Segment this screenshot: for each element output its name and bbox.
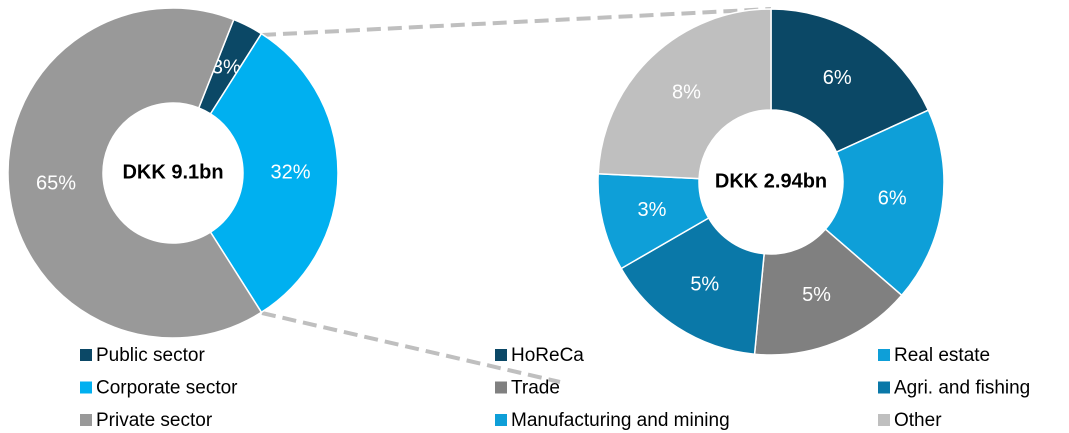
- slice: [597, 8, 772, 180]
- legend-swatch: [878, 349, 890, 361]
- slice-label: 3%: [637, 199, 666, 221]
- legend-swatch: [495, 414, 507, 426]
- slice: [824, 109, 945, 297]
- slice-label: 65%: [36, 172, 76, 194]
- legend-swatch: [495, 349, 507, 361]
- center-label: DKK 9.1bn: [122, 161, 223, 183]
- slice-label: 6%: [823, 67, 852, 89]
- slice-label: 8%: [672, 82, 701, 104]
- slice-label: 3%: [212, 57, 241, 79]
- slice: [209, 32, 339, 314]
- legend-label: Trade: [511, 378, 560, 399]
- connector: [261, 7, 772, 37]
- legend-label: Corporate sector: [96, 378, 238, 399]
- slice-label: 32%: [270, 161, 310, 183]
- legend-swatch: [878, 381, 890, 394]
- legend-swatch: [80, 414, 92, 426]
- legend-label: HoReCa: [511, 345, 584, 366]
- slice-label: 5%: [690, 273, 719, 295]
- slice: [620, 216, 765, 356]
- legend-swatch: [878, 414, 890, 426]
- connector: [261, 311, 561, 384]
- legend-swatch: [80, 381, 92, 394]
- legend-label: Private sector: [96, 410, 213, 431]
- legend-label: Public sector: [96, 345, 205, 366]
- legend-label: Other: [894, 410, 942, 431]
- slice: [753, 228, 903, 356]
- legend-swatch: [495, 381, 507, 394]
- legend-label: Agri. and fishing: [894, 378, 1030, 399]
- slice-label: 5%: [802, 284, 831, 306]
- legend-label: Manufacturing and mining: [511, 410, 730, 431]
- slice-label: 6%: [878, 188, 907, 210]
- center-label: DKK 2.94bn: [715, 170, 827, 192]
- slice: [7, 7, 263, 339]
- legend-swatch: [80, 349, 92, 361]
- slice: [770, 8, 930, 154]
- legend-label: Real estate: [894, 345, 990, 366]
